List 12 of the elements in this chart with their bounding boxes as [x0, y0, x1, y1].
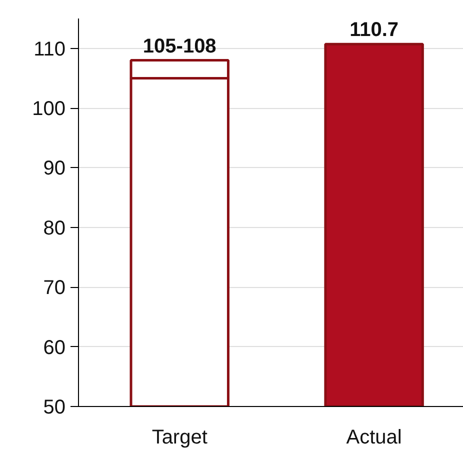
y-tick-label: 70 — [43, 277, 66, 300]
annotation: 105-108 — [142, 35, 216, 58]
bar — [324, 42, 424, 406]
y-tick-label: 80 — [43, 217, 66, 240]
y-tick-label: 60 — [43, 336, 66, 359]
y-tick-label: 90 — [43, 158, 66, 180]
x-tick-label: Actual — [346, 426, 402, 448]
annotation: 110.7 — [350, 19, 399, 42]
y-tick-label: 50 — [43, 396, 66, 418]
y-tick-label: 100 — [32, 98, 66, 120]
y-tick-label: 110 — [34, 38, 66, 60]
x-tick-label: Target — [152, 426, 208, 448]
